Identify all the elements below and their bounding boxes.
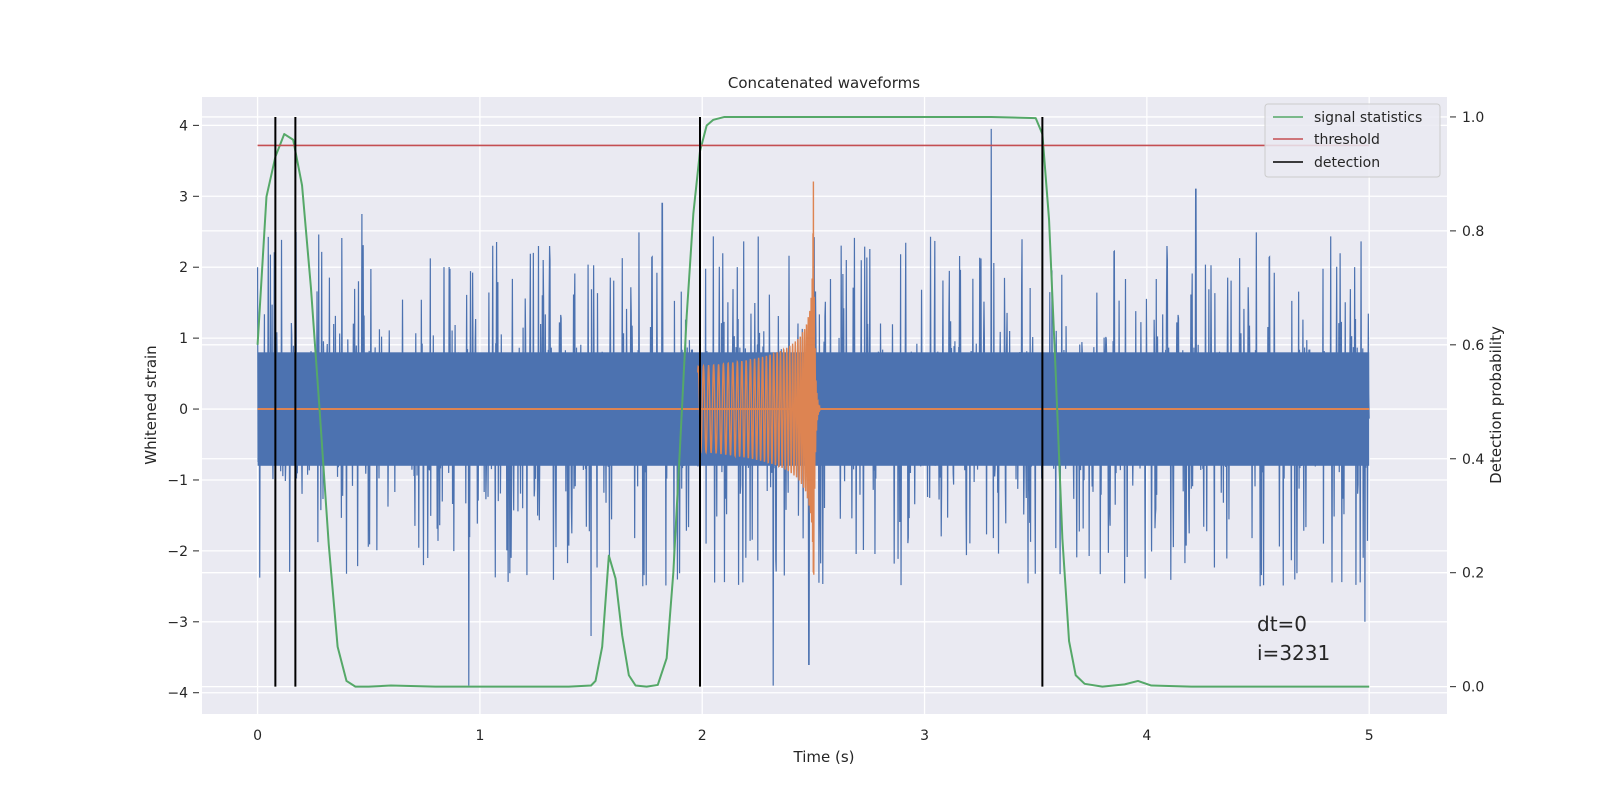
y-tick-label: −4 [167, 686, 188, 702]
x-tick-label: 2 [698, 728, 707, 744]
y-right-tick-label: 0.8 [1462, 224, 1484, 240]
legend-label-threshold: threshold [1314, 132, 1380, 148]
y-right-tick-label: 0.6 [1462, 338, 1484, 354]
x-tick-label: 1 [475, 728, 484, 744]
legend-box [1264, 103, 1441, 178]
signal-statistics-line [256, 115, 1370, 688]
x-tick-label: 0 [253, 728, 262, 744]
y-axis-right-label: Detection probability [1487, 326, 1505, 484]
y-tick-label: 4 [179, 118, 188, 134]
y-right-tick-label: 0.0 [1462, 680, 1484, 696]
legend-label-signal-statistics: signal statistics [1314, 110, 1422, 126]
annotation-dt: dt=0 [1257, 612, 1307, 636]
annotation-index: i=3231 [1257, 641, 1330, 665]
x-tick-label: 5 [1365, 728, 1374, 744]
y-tick-label: 3 [179, 189, 188, 205]
chirp-series [697, 181, 821, 575]
y-right-tick-label: 0.2 [1462, 566, 1484, 582]
x-axis-label: Time (s) [793, 748, 855, 766]
x-tick-label: 4 [1142, 728, 1151, 744]
y-tick-label: −1 [167, 473, 188, 489]
y-tick-label: 1 [179, 331, 188, 347]
y-right-tick-label: 1.0 [1462, 110, 1484, 126]
y-axis-label: Whitened strain [142, 345, 160, 464]
y-tick-label: 0 [179, 402, 188, 418]
y-tick-label: −3 [167, 615, 188, 631]
series-layer [256, 115, 1370, 688]
x-tick-label: 3 [920, 728, 929, 744]
chart-title: Concatenated waveforms [728, 74, 920, 92]
ticks: 0 1 2 3 4 5 −4 −3 −2 −1 0 1 2 3 4 0.0 0.2 0.4 0.6 0.8 1.0 [167, 110, 1484, 744]
legend-label-detection: detection [1314, 155, 1380, 171]
y-right-tick-label: 0.4 [1462, 452, 1484, 468]
y-tick-label: 2 [179, 260, 188, 276]
legend: signal statistics threshold detection [1264, 103, 1441, 178]
y-tick-label: −2 [167, 544, 188, 560]
